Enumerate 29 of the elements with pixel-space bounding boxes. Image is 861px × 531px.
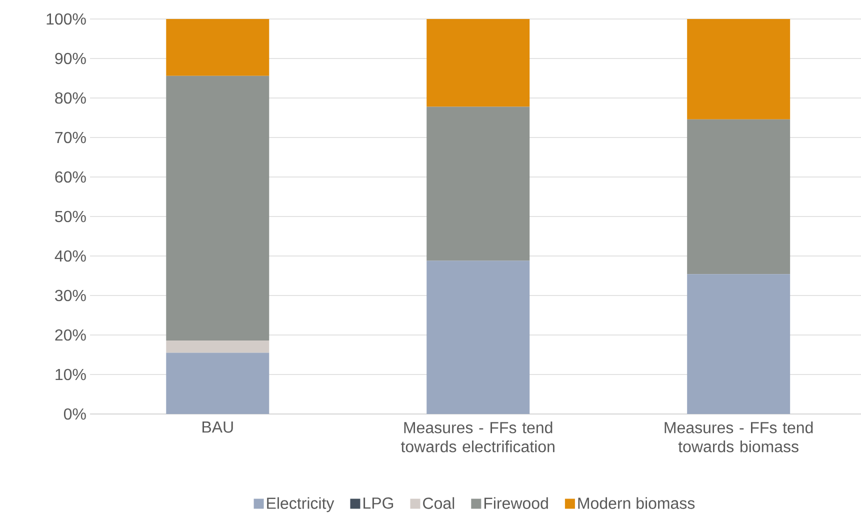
y-tick-label: 80% xyxy=(55,92,86,104)
legend-label: Electricity xyxy=(267,497,334,512)
y-tick-label: 60% xyxy=(55,171,86,183)
bar xyxy=(166,352,270,414)
bar xyxy=(166,19,270,76)
legend-label: Coal xyxy=(423,497,454,509)
bar xyxy=(426,106,530,261)
y-tick-label: 90% xyxy=(55,52,86,64)
bar xyxy=(687,274,790,414)
x-tick-label: Measures - FFs tend towards electrification xyxy=(400,422,554,452)
bar xyxy=(426,260,530,414)
y-tick-label: 50% xyxy=(55,210,86,222)
y-tick-label: 100% xyxy=(46,13,86,25)
bar xyxy=(166,340,270,353)
y-tick-label: 30% xyxy=(55,290,86,302)
y-tick-label: 20% xyxy=(55,329,86,341)
y-tick-label: 10% xyxy=(56,368,86,380)
bar xyxy=(426,19,530,107)
legend-label: Firewood xyxy=(484,497,548,509)
y-tick-label: 40% xyxy=(54,250,86,262)
bar xyxy=(687,19,790,120)
x-tick-label: Measures - FFs tend towards biomass xyxy=(664,422,813,452)
legend-label: LPG xyxy=(364,497,394,509)
x-tick-label: BAU xyxy=(202,422,233,433)
legend-label: Modern biomass xyxy=(578,497,695,509)
y-tick-label: 70% xyxy=(55,132,86,144)
y-tick-label: 0% xyxy=(64,408,86,420)
bar xyxy=(687,119,790,274)
bar xyxy=(166,76,270,341)
